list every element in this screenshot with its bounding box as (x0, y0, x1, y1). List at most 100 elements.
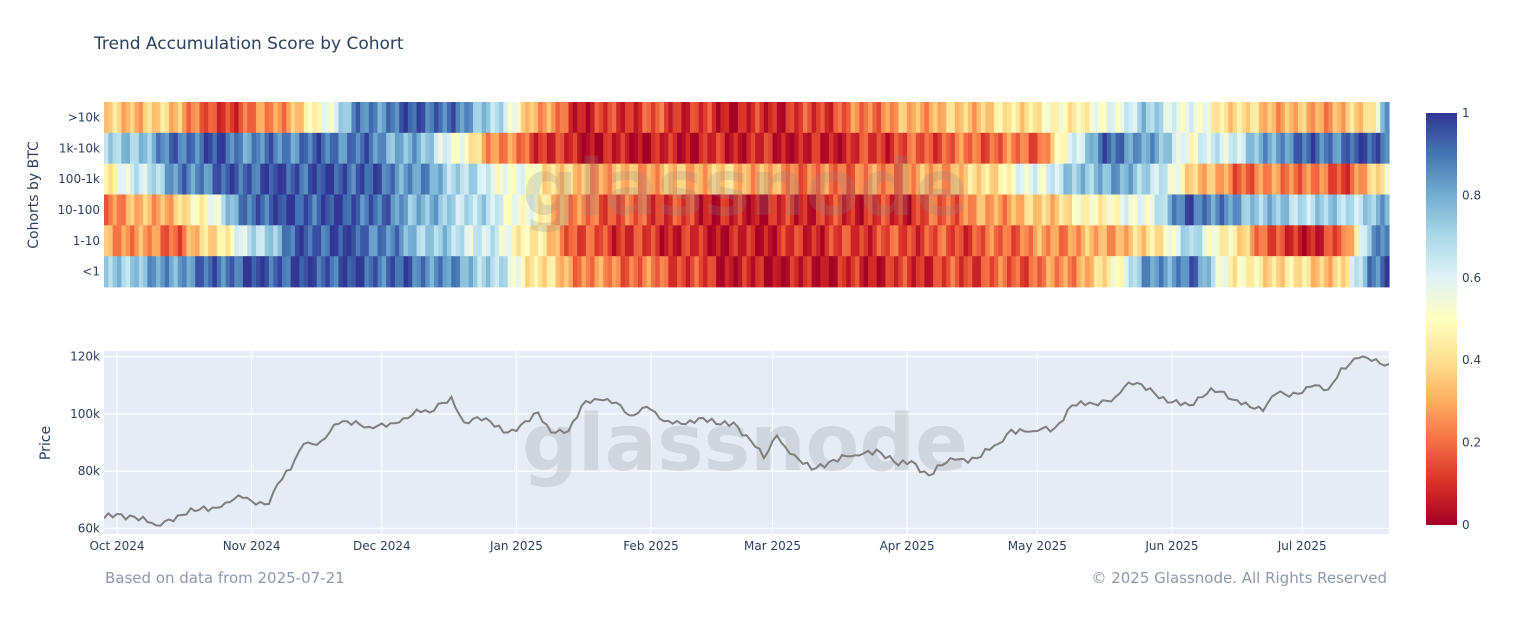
heatmap-cell (772, 102, 778, 134)
heatmap-cell (837, 256, 843, 288)
heatmap-cell (286, 256, 292, 288)
heatmap-cell (525, 256, 531, 288)
heatmap-cell (915, 102, 921, 134)
heatmap-cell (824, 256, 830, 288)
heatmap-cell (546, 163, 552, 195)
heatmap-cell (416, 194, 422, 226)
heatmap-cell (1297, 194, 1303, 226)
heatmap-cell (299, 102, 305, 134)
price-gridlines (104, 351, 1389, 534)
heatmap-cell (1111, 163, 1117, 195)
heatmap-cell (768, 132, 774, 165)
heatmap-cell (164, 102, 170, 134)
heatmap-cell (277, 225, 283, 257)
heatmap-cell (1232, 132, 1238, 165)
heatmap-cell (694, 102, 700, 134)
heatmap-cell (776, 194, 782, 226)
heatmap-cell (820, 163, 826, 195)
heatmap-cell (603, 132, 609, 165)
heatmap-cell (368, 225, 374, 257)
heatmap-cell (334, 194, 340, 226)
heatmap-cell (902, 163, 908, 195)
heatmap-cell (902, 256, 908, 288)
heatmap-cell (1267, 132, 1273, 165)
heatmap-cell (1115, 102, 1121, 134)
heatmap-cell (564, 102, 570, 134)
heatmap-cell (572, 256, 578, 288)
heatmap-cell (486, 194, 491, 226)
heatmap-cell (611, 102, 617, 134)
heatmap-cell (685, 194, 691, 226)
heatmap-cell (846, 132, 852, 165)
heatmap-cell (572, 132, 578, 165)
heatmap-cell (286, 102, 292, 134)
heatmap-cell (668, 256, 674, 288)
heatmap-cell (551, 225, 557, 257)
heatmap-cell (490, 102, 496, 134)
heatmap-cell (286, 225, 292, 257)
heatmap-cell (147, 194, 153, 226)
heatmap-row-label: 10-100 (57, 203, 100, 217)
heatmap-cell (442, 102, 448, 134)
heatmap-cell (1020, 225, 1025, 257)
heatmap-cell (898, 256, 904, 288)
heatmap-cell (347, 132, 353, 165)
heatmap-cell (1098, 102, 1104, 134)
heatmap-cell (1006, 102, 1012, 134)
heatmap-cell (1280, 256, 1286, 288)
heatmap-cell (907, 256, 913, 288)
heatmap-cell (104, 256, 109, 288)
heatmap-cell (729, 194, 735, 226)
heatmap-cell (229, 132, 235, 165)
heatmap-cell (768, 256, 774, 288)
heatmap-cell (581, 256, 587, 288)
heatmap-cell (815, 163, 821, 195)
heatmap-cell (1206, 194, 1212, 226)
heatmap-cell (156, 163, 162, 195)
heatmap-cell (607, 194, 613, 226)
heatmap-cell (842, 102, 847, 134)
heatmap-cell (186, 163, 192, 195)
heatmap-cell (711, 163, 717, 195)
heatmap-cell (329, 102, 335, 134)
heatmap-cell (533, 102, 539, 134)
heatmap-cell (143, 132, 149, 165)
heatmap-cell (789, 163, 795, 195)
heatmap-cell (503, 163, 509, 195)
heatmap-cell (729, 163, 735, 195)
heatmap-cell (438, 256, 444, 288)
heatmap-cell (972, 256, 978, 288)
heatmap-cell (733, 102, 739, 134)
heatmap-cell (646, 194, 652, 226)
heatmap-cell (1315, 225, 1321, 257)
heatmap-cell (993, 194, 999, 226)
heatmap-cell (1284, 163, 1290, 195)
heatmap-cell (425, 163, 431, 195)
heatmap-cell (1336, 256, 1342, 288)
heatmap-cell (1089, 194, 1095, 226)
heatmap-cell (1349, 225, 1355, 257)
heatmap-cell (1380, 225, 1386, 257)
heatmap-cell (295, 225, 300, 257)
heatmap-cell (438, 194, 444, 226)
heatmap-cell (1276, 163, 1282, 195)
heatmap-cell (1184, 225, 1190, 257)
heatmap-cell (117, 256, 122, 288)
heatmap-cell (1289, 163, 1295, 195)
heatmap-cell (442, 194, 448, 226)
heatmap-cell (1180, 132, 1186, 165)
heatmap-cell (364, 102, 370, 134)
heatmap-cell (260, 163, 266, 195)
heatmap-cell (499, 132, 504, 165)
heatmap-cell (451, 102, 457, 134)
heatmap-cell (1033, 225, 1038, 257)
heatmap-cell (941, 102, 947, 134)
heatmap-cell (911, 132, 917, 165)
heatmap-cell (503, 225, 509, 257)
heatmap-cell (1028, 225, 1034, 257)
heatmap-cell (755, 225, 761, 257)
heatmap-cell (985, 194, 991, 226)
heatmap-cell (690, 225, 695, 257)
heatmap-cell (221, 256, 227, 288)
heatmap-cell (316, 256, 322, 288)
